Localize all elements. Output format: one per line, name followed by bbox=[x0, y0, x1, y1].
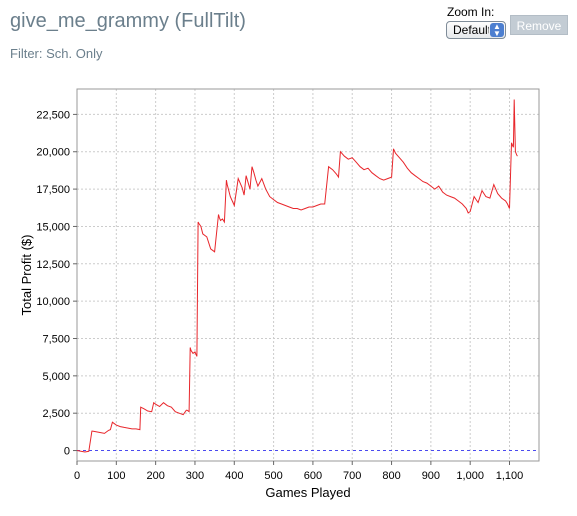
x-tick-label: 100 bbox=[107, 470, 125, 482]
x-axis-label: Games Played bbox=[265, 485, 350, 500]
x-tick-label: 1,100 bbox=[496, 470, 524, 482]
y-tick-label: 15,000 bbox=[36, 221, 70, 233]
y-tick-label: 17,500 bbox=[36, 184, 70, 196]
x-tick-label: 800 bbox=[382, 470, 400, 482]
x-tick-label: 1,000 bbox=[456, 470, 484, 482]
x-tick-label: 300 bbox=[186, 470, 204, 482]
x-tick-label: 600 bbox=[304, 470, 322, 482]
zoom-select[interactable]: Default ▲ ▼ bbox=[446, 21, 506, 39]
y-tick-label: 10,000 bbox=[36, 296, 70, 308]
x-tick-label: 700 bbox=[343, 470, 361, 482]
filter-label: Filter: Sch. Only bbox=[10, 46, 103, 61]
y-tick-label: 0 bbox=[64, 446, 70, 458]
y-tick-label: 12,500 bbox=[36, 259, 70, 271]
x-tick-label: 500 bbox=[264, 470, 282, 482]
y-tick-label: 7,500 bbox=[42, 333, 70, 345]
x-tick-label: 200 bbox=[146, 470, 164, 482]
y-axis-label: Total Profit ($) bbox=[19, 235, 34, 316]
y-tick-labels: 0 2,500 5,000 7,500 10,000 12,500 15,000 17,500… bbox=[36, 109, 70, 457]
chart-title: give_me_grammy (FullTilt) bbox=[10, 10, 246, 32]
x-tick-label: 900 bbox=[422, 470, 440, 482]
updown-arrows-icon: ▲ ▼ bbox=[490, 23, 504, 38]
y-tick-label: 2,500 bbox=[42, 408, 70, 420]
x-tick-label: 0 bbox=[74, 470, 80, 482]
remove-button[interactable]: Remove bbox=[510, 15, 568, 35]
profit-line bbox=[76, 99, 518, 453]
plot-frame bbox=[76, 88, 540, 462]
zoom-select-value: Default bbox=[453, 23, 489, 37]
y-tick-label: 22,500 bbox=[36, 109, 70, 121]
y-tick-label: 20,000 bbox=[36, 147, 70, 159]
x-tick-labels: 0 100 200 300 400 500 600 700 800 900 1,000 1,100 bbox=[74, 470, 523, 482]
x-tick-label: 400 bbox=[225, 470, 243, 482]
axis-ticks bbox=[73, 113, 511, 465]
zoom-label: Zoom In: bbox=[447, 5, 495, 19]
grid bbox=[77, 89, 539, 461]
y-tick-label: 5,000 bbox=[42, 371, 70, 383]
